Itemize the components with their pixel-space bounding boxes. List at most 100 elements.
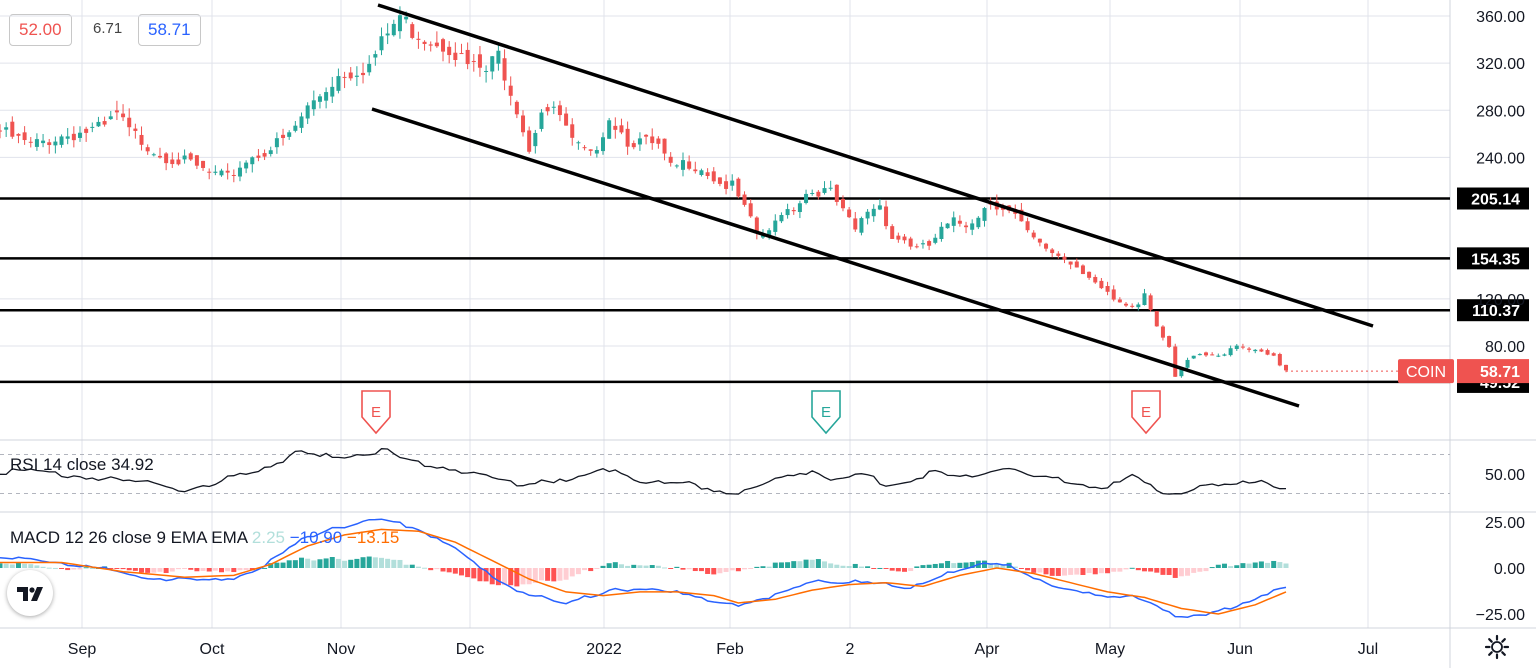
level-tag-bg-2 (1457, 299, 1529, 322)
macd-value: −10.90 (290, 528, 347, 547)
macd-histogram-bar (637, 565, 643, 568)
candle-body (28, 141, 33, 143)
candle-body (693, 169, 698, 172)
macd-histogram-bar (514, 568, 520, 587)
macd-histogram-bar (938, 563, 944, 568)
candle-body (736, 178, 741, 197)
macd-legend: MACD 12 26 close 9 EMA EMA 2.25 −10.90 −… (10, 528, 399, 547)
macd-histogram-bar (1074, 568, 1080, 575)
macd-histogram-bar (926, 564, 932, 568)
macd-histogram-bar (748, 568, 754, 569)
channel-lines[interactable] (371, 3, 1374, 408)
level-tag-2: 110.37 (1472, 303, 1520, 320)
macd-histogram-bar (588, 568, 594, 572)
macd-histogram-bar (1018, 568, 1024, 569)
candle-body (71, 133, 76, 141)
macd-histogram-bar (951, 563, 957, 568)
macd-histogram-bar (145, 568, 151, 573)
macd-histogram-bar (348, 559, 354, 568)
last-price-tag-bg (1457, 359, 1529, 384)
macd-histogram-bar (1185, 568, 1191, 576)
candle-body (90, 126, 95, 128)
candle-body (1247, 348, 1252, 350)
candle-body (416, 38, 421, 40)
macd-histogram-bar (877, 567, 883, 569)
candle-body (354, 75, 359, 77)
macd-histogram-bar (1031, 568, 1037, 573)
macd-histogram-bar (317, 559, 323, 568)
candle-body (1154, 311, 1159, 327)
candle-body (201, 160, 206, 168)
tradingview-logo[interactable] (7, 570, 53, 616)
macd-histogram-bar (108, 568, 114, 569)
candle-body (1265, 350, 1270, 355)
macd-histogram-bar (335, 558, 341, 568)
macd-histogram-bar (889, 568, 895, 571)
candle-body (914, 246, 919, 248)
macd-histogram-bar (686, 568, 692, 570)
candle-body (157, 155, 162, 158)
macd-histogram-bar (1246, 563, 1252, 568)
macd-histogram-bar (508, 568, 514, 586)
macd-histogram-bar (434, 568, 440, 570)
macd-histogram-bar (1283, 563, 1289, 568)
macd-histogram-bar (1012, 566, 1018, 568)
candle-body (391, 23, 396, 36)
price-tick-2: 280.00 (1476, 103, 1525, 120)
candle-body (77, 132, 82, 138)
macd-histogram-bar (1123, 568, 1129, 570)
candle-body (379, 36, 384, 51)
candle-body (1050, 249, 1055, 254)
candle-body (508, 85, 513, 96)
candle-body (1056, 253, 1061, 256)
candle-body (188, 153, 193, 160)
macd-histogram-bar (378, 557, 384, 568)
candle-body (859, 218, 864, 233)
candle-body (397, 15, 402, 32)
macd-histogram-bar (969, 562, 975, 568)
candle-body (1197, 354, 1202, 356)
macd-histogram-bar (883, 568, 889, 569)
macd-histogram-bar (717, 568, 723, 574)
macd-histogram-bar (305, 558, 311, 568)
macd-histogram-bar (1160, 568, 1166, 575)
candle-body (521, 115, 526, 133)
macd-histogram-bar (446, 568, 452, 573)
symbol-tag-bg (1398, 359, 1454, 384)
candle-body (182, 155, 187, 160)
settings-gear-icon[interactable] (1484, 634, 1510, 660)
candle-body (1210, 354, 1215, 356)
candle-body (410, 24, 415, 38)
macd-histogram-bar (114, 568, 120, 569)
macd-histogram-bar (914, 566, 920, 568)
macd-histogram-bar (452, 568, 458, 574)
candle-body (717, 177, 722, 184)
macd-histogram-bar (1080, 568, 1086, 575)
macd-histogram-bar (1271, 560, 1277, 568)
macd-histogram-bar (1049, 568, 1055, 576)
macd-histogram-bar (409, 564, 415, 568)
candle-body (785, 209, 790, 216)
macd-histogram-bar (674, 566, 680, 568)
macd-histogram-bar (225, 568, 231, 572)
macd-histogram-bar (1277, 562, 1283, 568)
macd-histogram-bar (729, 568, 735, 571)
candle-body (385, 33, 390, 36)
macd-histogram-bar (397, 559, 403, 568)
candle-body (1234, 345, 1239, 349)
macd-histogram-bar (600, 565, 606, 568)
macd-histogram-bar (785, 562, 791, 568)
macd-histogram-bar (9, 564, 15, 568)
candle-body (490, 56, 495, 72)
macd-histogram-bar (1265, 562, 1271, 568)
level-tag-1: 154.35 (1471, 251, 1520, 268)
candle-body (53, 141, 58, 146)
macd-histogram-bar (1148, 568, 1154, 572)
candle-body (404, 16, 409, 20)
macd-histogram-bar (612, 562, 618, 568)
candle-body (1025, 221, 1030, 231)
candle-body (1068, 261, 1073, 265)
macd-label: MACD 12 26 close 9 EMA EMA (10, 528, 252, 547)
